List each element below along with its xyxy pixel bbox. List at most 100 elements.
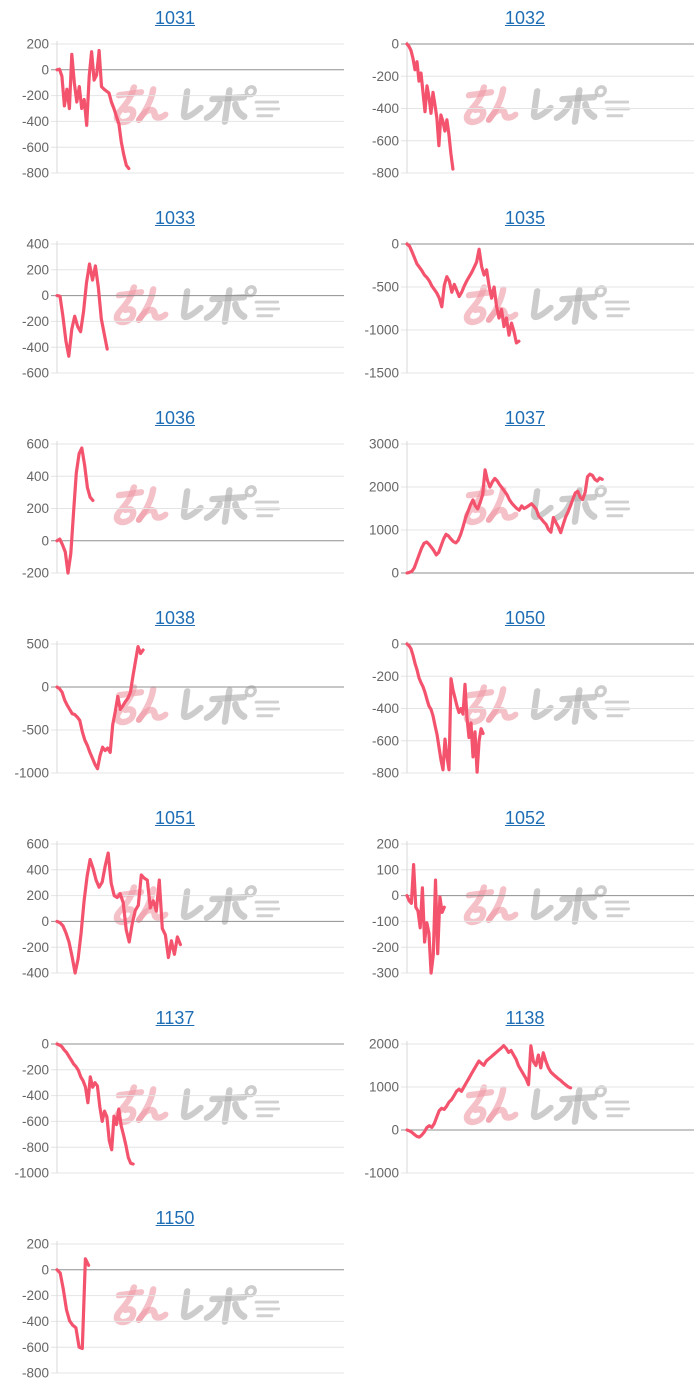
y-tick-label: 0 <box>41 1262 49 1277</box>
y-tick-label: 0 <box>41 1037 49 1052</box>
y-tick-label: 0 <box>41 680 49 695</box>
y-tick-label: -400 <box>372 101 399 116</box>
y-tick-label: 400 <box>26 237 49 252</box>
y-tick-label: -1000 <box>364 323 399 338</box>
y-tick-label: -500 <box>372 280 399 295</box>
chart-title-link[interactable]: 1137 <box>155 1008 195 1028</box>
chart-title-link[interactable]: 1051 <box>154 808 196 828</box>
chart-title-link[interactable]: 1052 <box>504 808 546 828</box>
chart-title-link[interactable]: 1037 <box>504 408 546 428</box>
y-tick-label: -200 <box>372 69 399 84</box>
y-tick-label: -600 <box>22 140 49 155</box>
minrepo-watermark-icon <box>112 1082 298 1128</box>
y-tick-label: -800 <box>372 166 399 181</box>
chart-cell-1035: 1035 0 -500 -1000 -1500 <box>350 200 700 400</box>
chart-title-link[interactable]: 1150 <box>155 1208 195 1228</box>
data-line <box>405 1044 573 1139</box>
y-tick-label: -200 <box>22 88 49 103</box>
y-tick-label: 0 <box>391 888 399 903</box>
chart-cell-1052: 1052 200 100 0 -100 -200 -300 <box>350 800 700 1000</box>
data-line <box>405 42 455 171</box>
y-tick-label: -200 <box>22 314 49 329</box>
y-tick-label: -600 <box>372 133 399 148</box>
chart-cell-1032: 1032 0 -200 -400 -600 -800 <box>350 0 700 200</box>
y-tick-label: -400 <box>22 114 49 129</box>
y-tick-label: 200 <box>26 37 49 52</box>
y-tick-label: -800 <box>22 1140 49 1155</box>
chart-title-link[interactable]: 1138 <box>505 1008 545 1028</box>
chart-cell-1050: 1050 0 -200 -400 -600 -800 <box>350 600 700 800</box>
y-tick-label: 3000 <box>369 437 399 452</box>
data-line <box>55 262 109 358</box>
chart-plot: 600 400 200 0 -200 <box>22 437 344 581</box>
chart-plot: 200 0 -200 -400 -600 -800 <box>22 37 344 181</box>
y-tick-label: 200 <box>26 262 49 277</box>
y-tick-label: 0 <box>41 288 49 303</box>
y-tick-label: -200 <box>22 1062 49 1077</box>
chart-cell-1051: 1051 600 400 200 0 -200 -400 <box>0 800 350 1000</box>
chart-cell-1033: 1033 400 200 0 -200 -400 -600 <box>0 200 350 400</box>
chart-plot: 500 0 -500 -1000 <box>14 637 344 781</box>
data-line <box>55 48 131 171</box>
chart-plot: 0 -200 -400 -600 -800 -1000 <box>14 1037 344 1181</box>
y-tick-label: 0 <box>41 914 49 929</box>
y-tick-label: -400 <box>22 340 49 355</box>
data-line <box>405 642 485 774</box>
data-line <box>55 1042 135 1166</box>
chart-cell-1031: 1031 200 0 -200 -400 -600 -800 <box>0 0 350 200</box>
y-tick-label: 200 <box>26 501 49 516</box>
y-tick-label: 100 <box>376 862 399 877</box>
data-line <box>55 1257 91 1351</box>
y-tick-label: -100 <box>372 914 399 929</box>
y-tick-label: -300 <box>372 966 399 981</box>
minrepo-watermark-icon <box>112 1282 298 1328</box>
data-line <box>55 644 145 771</box>
minrepo-watermark-icon <box>462 82 648 128</box>
y-tick-label: 0 <box>41 62 49 77</box>
chart-title-link[interactable]: 1033 <box>154 208 196 228</box>
chart-cell-1036: 1036 600 400 200 0 -200 <box>0 400 350 600</box>
y-tick-label: -1000 <box>14 1166 49 1181</box>
y-tick-label: -400 <box>22 1088 49 1103</box>
y-tick-label: -200 <box>22 940 49 955</box>
y-tick-label: -500 <box>22 723 49 738</box>
y-tick-label: 600 <box>26 837 49 852</box>
y-tick-label: 0 <box>391 637 399 652</box>
chart-title-link[interactable]: 1050 <box>504 608 546 628</box>
y-tick-label: 400 <box>26 469 49 484</box>
minrepo-watermark-icon <box>112 682 298 728</box>
chart-plot: 0 -200 -400 -600 -800 <box>372 37 694 181</box>
y-tick-label: -800 <box>22 1366 49 1381</box>
y-tick-label: -200 <box>372 669 399 684</box>
y-tick-label: -200 <box>372 940 399 955</box>
chart-plot: 200 0 -200 -400 -600 -800 <box>22 1237 344 1381</box>
chart-title-link[interactable]: 1036 <box>154 408 196 428</box>
y-tick-label: 200 <box>26 888 49 903</box>
minrepo-watermark-icon <box>462 482 648 528</box>
chart-plot: 2000 1000 0 -1000 <box>364 1037 694 1181</box>
data-line <box>405 242 521 345</box>
y-tick-label: 1000 <box>369 1080 399 1095</box>
y-tick-label: 0 <box>391 1123 399 1138</box>
chart-title-link[interactable]: 1031 <box>154 8 196 28</box>
chart-title-link[interactable]: 1032 <box>504 8 546 28</box>
y-tick-label: 0 <box>391 237 399 252</box>
y-tick-label: 0 <box>391 566 399 581</box>
y-tick-label: 200 <box>26 1237 49 1252</box>
data-line <box>405 468 604 575</box>
y-tick-label: 2000 <box>369 1037 399 1052</box>
minrepo-watermark-icon <box>462 282 648 328</box>
chart-plot: 0 -500 -1000 -1500 <box>364 237 694 381</box>
chart-plot: 200 100 0 -100 -200 -300 <box>372 837 694 981</box>
y-tick-label: -200 <box>22 1288 49 1303</box>
chart-title-link[interactable]: 1035 <box>504 208 546 228</box>
chart-plot: 400 200 0 -200 -400 -600 <box>22 237 344 381</box>
chart-title-link[interactable]: 1038 <box>154 608 196 628</box>
y-tick-label: 500 <box>26 637 49 652</box>
y-tick-label: -600 <box>22 1114 49 1129</box>
y-tick-label: -200 <box>22 566 49 581</box>
y-tick-label: 400 <box>26 862 49 877</box>
chart-cell-1137: 1137 0 -200 -400 -600 -800 -1000 <box>0 1000 350 1200</box>
y-tick-label: 600 <box>26 437 49 452</box>
